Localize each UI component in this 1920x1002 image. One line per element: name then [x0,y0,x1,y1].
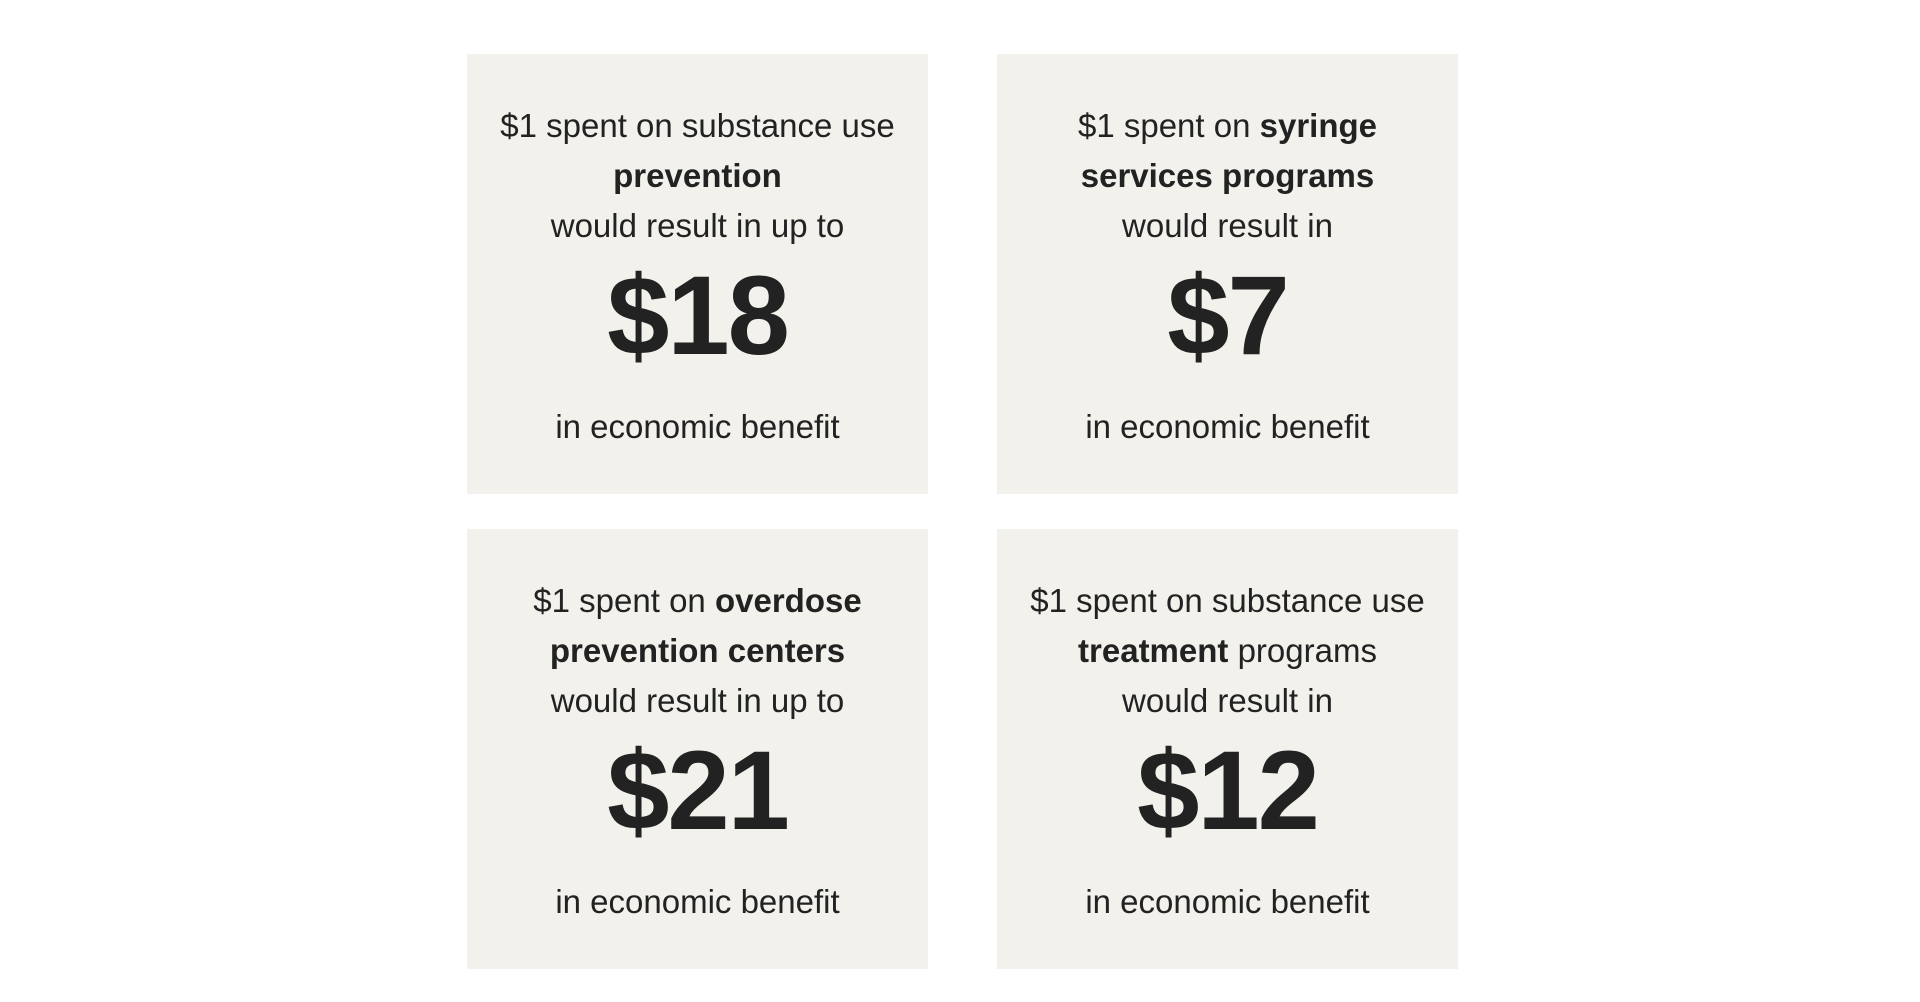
intro-line: $1 spent on overdose [467,576,928,626]
footer-text: in economic benefit [997,402,1458,452]
intro-line: $1 spent on syringe [997,101,1458,151]
text: $1 spent on substance use [1030,582,1424,619]
text: $1 spent on [533,582,715,619]
intro-text: $1 spent on overdose prevention centers wo… [467,576,928,726]
stat-card: $1 spent on overdose prevention centers wo… [467,529,928,969]
intro-line: services programs [997,151,1458,201]
text: $1 spent on substance use [500,107,894,144]
footer-text: in economic benefit [467,877,928,927]
stat-card: $1 spent on substance use treatment progr… [997,529,1458,969]
intro-line: would result in up to [467,676,928,726]
bold-text: overdose [715,582,862,619]
amount: $21 [467,735,928,847]
text: $1 spent on [1078,107,1260,144]
intro-text: $1 spent on syringe services programs woul… [997,101,1458,251]
intro-line: prevention centers [467,626,928,676]
bold-text: prevention centers [550,632,845,669]
bold-text: prevention [613,157,782,194]
stat-card: $1 spent on syringe services programs woul… [997,54,1458,494]
intro-line: prevention [467,151,928,201]
amount: $18 [467,260,928,372]
intro-line: $1 spent on substance use [997,576,1458,626]
intro-line: would result in [997,201,1458,251]
intro-line: $1 spent on substance use [467,101,928,151]
footer-text: in economic benefit [467,402,928,452]
text: would result in up to [551,682,845,719]
intro-line: would result in [997,676,1458,726]
text: programs [1228,632,1377,669]
amount: $7 [997,260,1458,372]
bold-text: treatment [1078,632,1228,669]
intro-text: $1 spent on substance use prevention would… [467,101,928,251]
text: would result in [1122,207,1333,244]
bold-text: syringe [1260,107,1377,144]
text: would result in [1122,682,1333,719]
text: would result in up to [551,207,845,244]
stat-card: $1 spent on substance use prevention would… [467,54,928,494]
card-grid: $1 spent on substance use prevention would… [467,54,1458,969]
intro-text: $1 spent on substance use treatment progr… [997,576,1458,726]
intro-line: would result in up to [467,201,928,251]
footer-text: in economic benefit [997,877,1458,927]
amount: $12 [997,735,1458,847]
intro-line: treatment programs [997,626,1458,676]
bold-text: services programs [1081,157,1375,194]
